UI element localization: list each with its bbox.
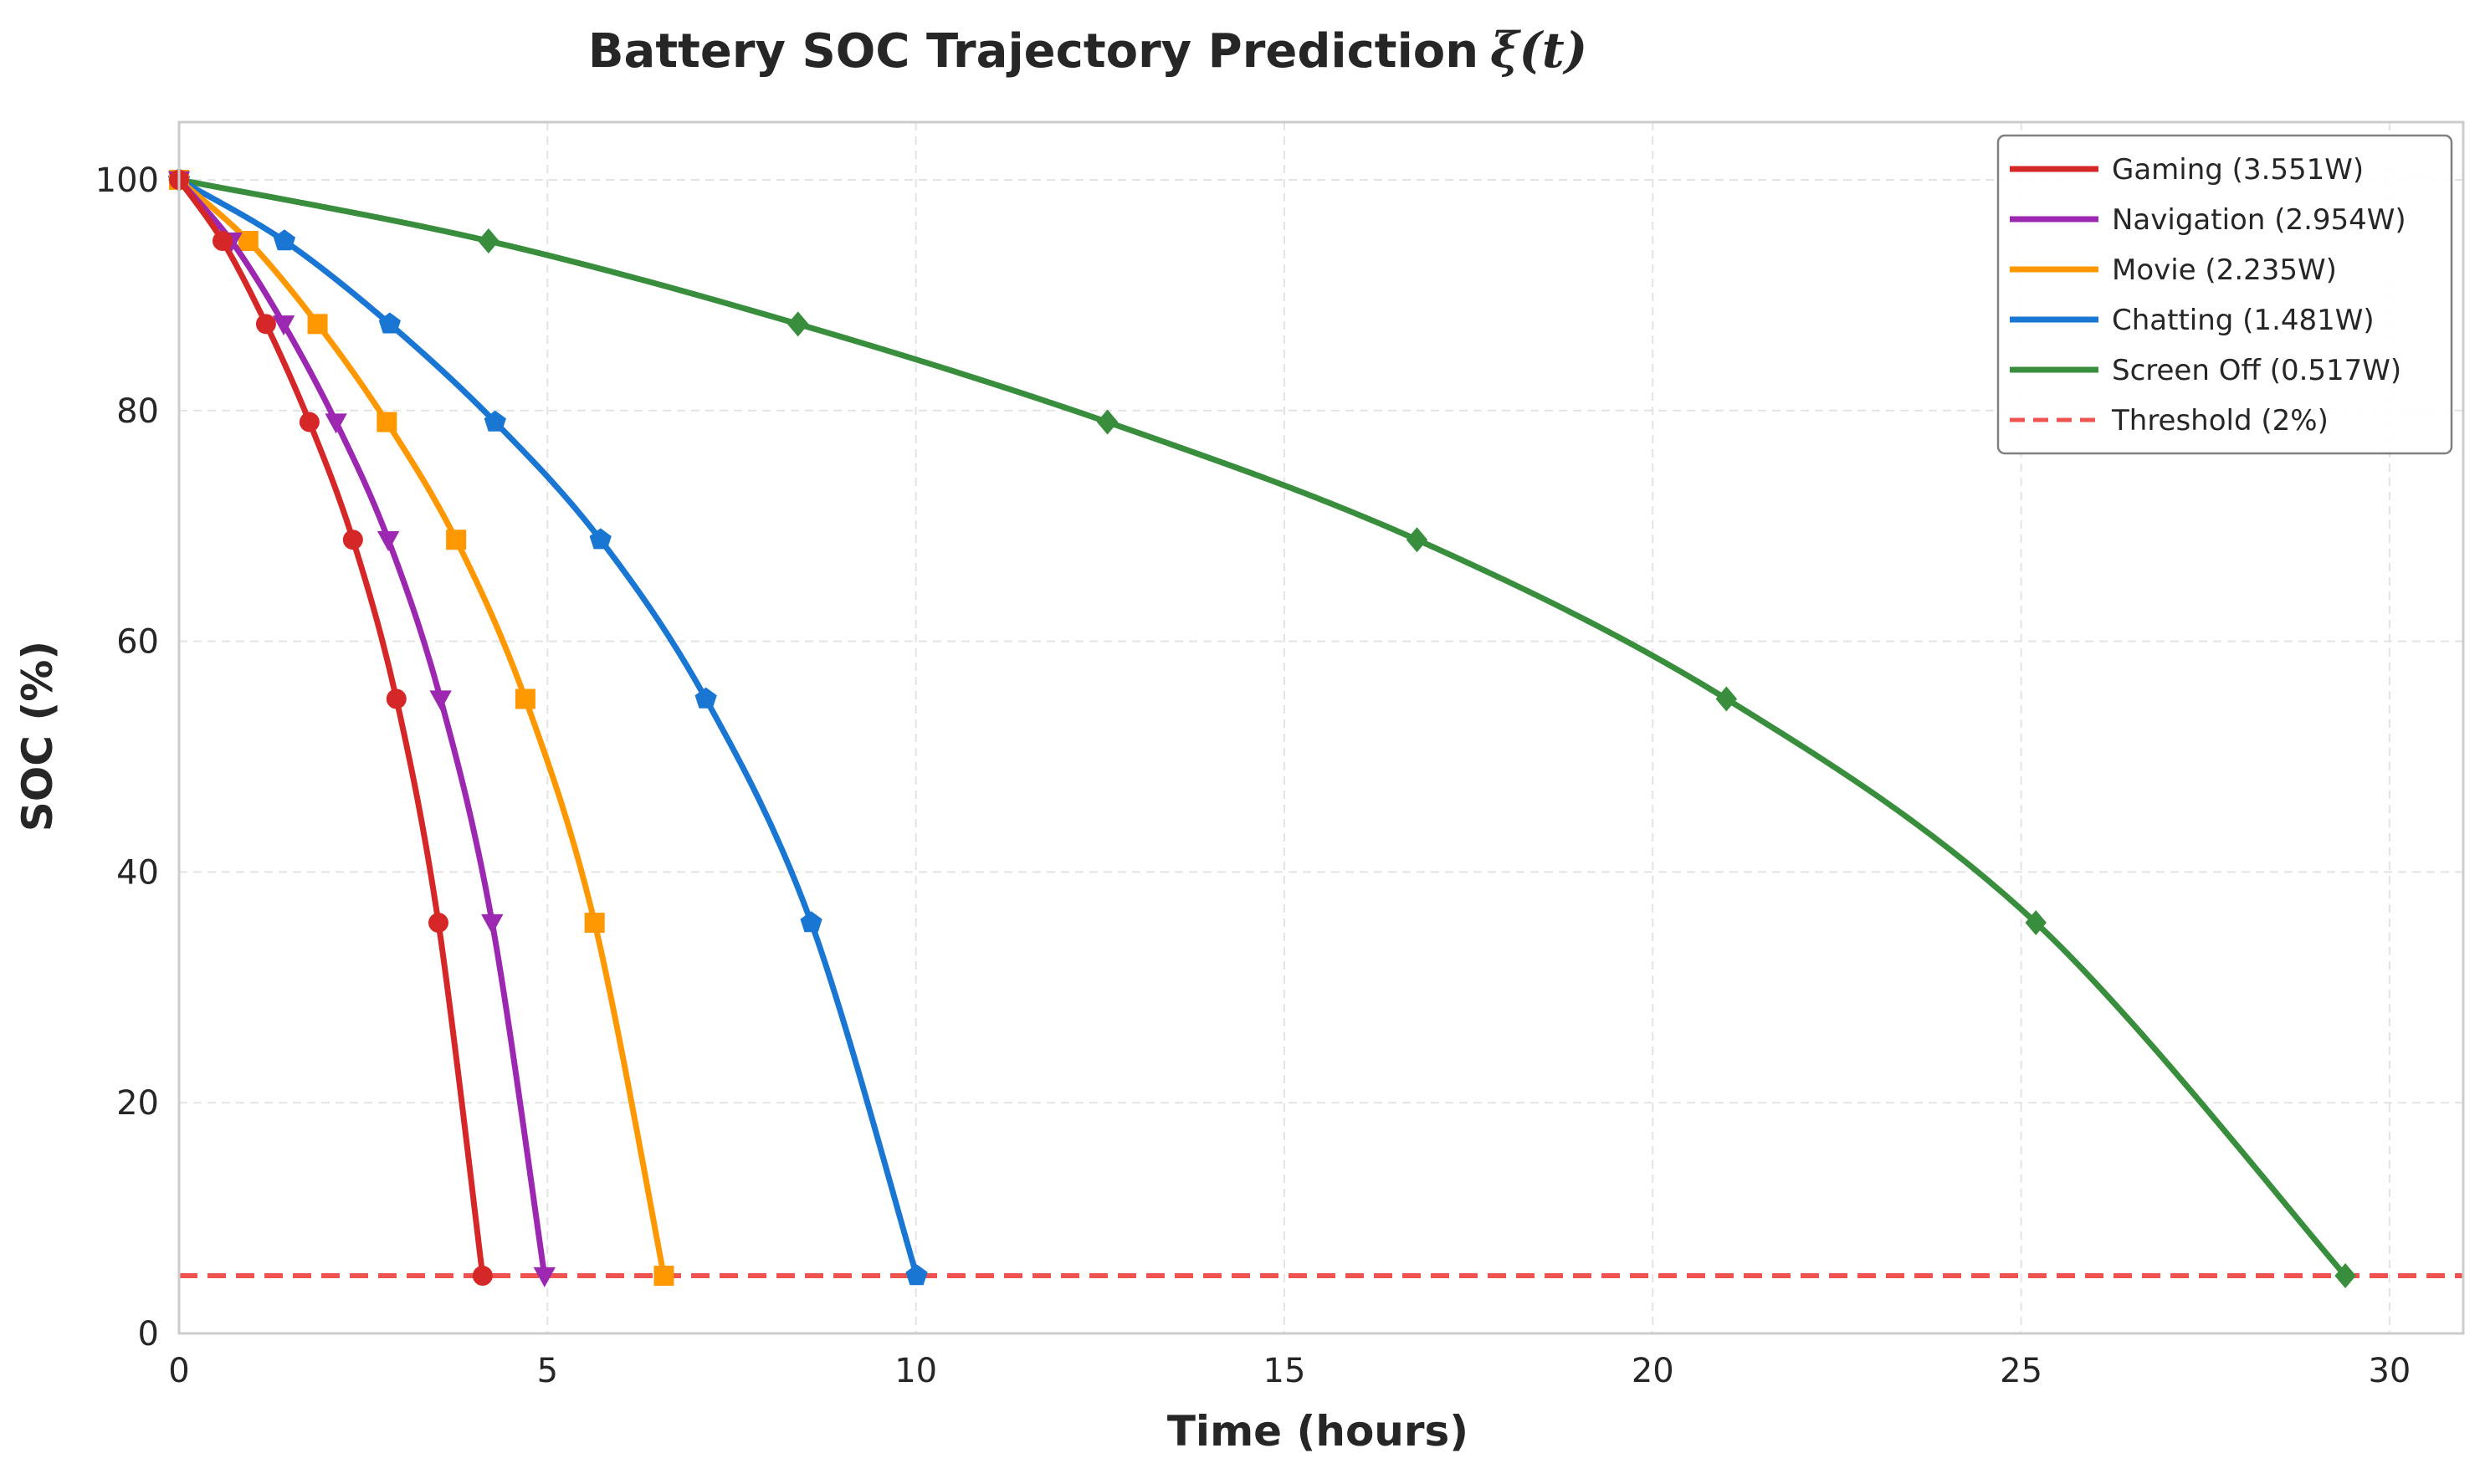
data-point bbox=[272, 315, 295, 336]
data-point bbox=[212, 231, 233, 252]
x-tick-label: 20 bbox=[1632, 1352, 1674, 1390]
legend-item: Screen Off (0.517W) bbox=[2010, 354, 2401, 387]
series-line bbox=[176, 177, 486, 1279]
data-point bbox=[386, 688, 407, 709]
data-point bbox=[786, 311, 809, 337]
series-gaming bbox=[169, 169, 493, 1287]
data-point bbox=[307, 314, 328, 335]
legend-label: Chatting (1.481W) bbox=[2112, 304, 2375, 337]
data-point bbox=[378, 312, 401, 334]
chart-title: Battery SOC Trajectory Prediction ξ(t) bbox=[588, 22, 1587, 79]
data-point bbox=[472, 1266, 493, 1287]
data-point bbox=[325, 413, 347, 434]
data-point bbox=[1715, 686, 1738, 712]
data-point bbox=[428, 913, 448, 934]
legend-label: Navigation (2.954W) bbox=[2112, 203, 2406, 237]
plot-frame bbox=[177, 120, 2465, 1335]
data-point bbox=[1096, 409, 1119, 435]
legend-item: Movie (2.235W) bbox=[2010, 253, 2337, 287]
data-point bbox=[533, 1267, 556, 1287]
x-tick-label: 30 bbox=[2368, 1352, 2411, 1390]
data-point bbox=[694, 687, 717, 709]
y-tick-label: 40 bbox=[116, 853, 159, 892]
x-tick-label: 15 bbox=[1263, 1352, 1306, 1390]
legend-label: Screen Off (0.517W) bbox=[2112, 354, 2401, 387]
data-point bbox=[446, 530, 467, 550]
y-axis-label: SOC (%) bbox=[13, 641, 62, 832]
legend-label: Threshold (2%) bbox=[2111, 404, 2329, 438]
data-point bbox=[1406, 527, 1428, 553]
data-point bbox=[238, 231, 259, 252]
data-point bbox=[515, 688, 535, 709]
data-point bbox=[800, 911, 822, 933]
data-point bbox=[589, 528, 612, 550]
y-tick-label: 0 bbox=[138, 1315, 159, 1354]
data-point bbox=[653, 1266, 674, 1287]
legend-item: Threshold (2%) bbox=[2010, 404, 2329, 438]
x-axis-label: Time (hours) bbox=[1167, 1407, 1468, 1456]
data-point bbox=[2334, 1263, 2356, 1289]
y-tick-label: 80 bbox=[116, 392, 159, 431]
data-point bbox=[255, 314, 276, 335]
series-line bbox=[176, 177, 548, 1279]
y-tick-label: 60 bbox=[116, 623, 159, 662]
data-point bbox=[481, 913, 504, 934]
legend-item: Chatting (1.481W) bbox=[2010, 304, 2375, 337]
data-point bbox=[377, 412, 397, 432]
legend-label: Gaming (3.551W) bbox=[2112, 153, 2364, 187]
legend-item: Gaming (3.551W) bbox=[2010, 153, 2364, 187]
legend: Gaming (3.551W) Navigation (2.954W) Movie … bbox=[1996, 134, 2453, 455]
data-point bbox=[2025, 910, 2047, 936]
data-point bbox=[478, 228, 500, 254]
x-tick-label: 0 bbox=[168, 1352, 189, 1390]
legend-label: Movie (2.235W) bbox=[2112, 253, 2337, 287]
chart-title-math: ξ(t) bbox=[1490, 22, 1587, 79]
data-point bbox=[299, 412, 320, 432]
x-tick-label: 10 bbox=[894, 1352, 937, 1390]
data-point bbox=[377, 531, 400, 552]
legend-box bbox=[1996, 134, 2453, 455]
chart-title-text: Battery SOC Trajectory Prediction bbox=[588, 24, 1478, 79]
data-point bbox=[429, 690, 452, 711]
x-tick-label: 5 bbox=[537, 1352, 558, 1390]
x-tick-label: 25 bbox=[2000, 1352, 2042, 1390]
y-tick-label: 20 bbox=[116, 1084, 159, 1123]
data-point bbox=[584, 913, 605, 934]
data-point bbox=[905, 1264, 928, 1286]
data-point bbox=[273, 229, 296, 251]
data-point bbox=[342, 530, 363, 550]
data-point bbox=[484, 410, 506, 432]
y-tick-label: 100 bbox=[95, 161, 159, 200]
legend-item: Navigation (2.954W) bbox=[2010, 203, 2406, 237]
